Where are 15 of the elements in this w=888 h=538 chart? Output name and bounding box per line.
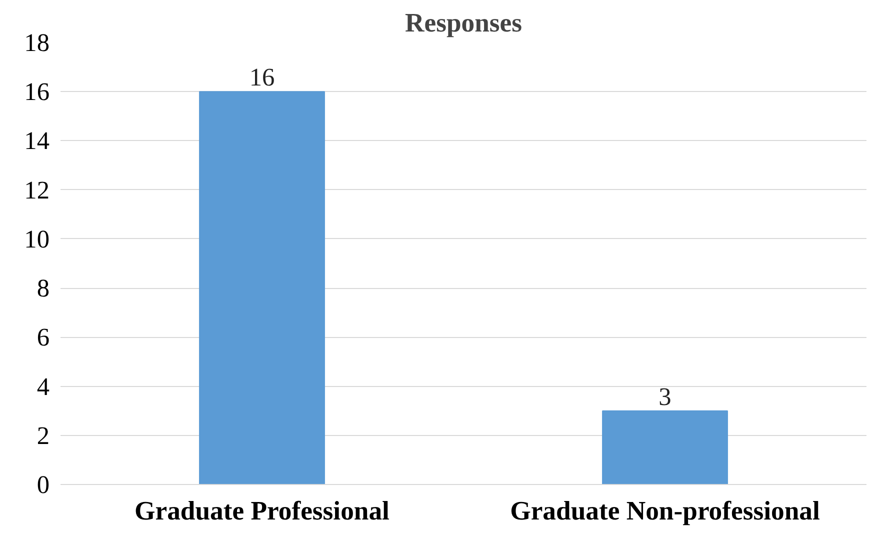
y-tick-label: 18 xyxy=(24,29,50,57)
y-tick-label: 12 xyxy=(24,176,50,204)
chart-title: Responses xyxy=(404,8,522,38)
y-tick-label: 16 xyxy=(24,78,50,106)
y-tick-label: 6 xyxy=(36,324,50,352)
y-tick-label: 2 xyxy=(36,422,50,450)
x-tick-label: Graduate Professional xyxy=(134,496,390,526)
y-tick-label: 14 xyxy=(24,127,50,156)
y-tick-label: 8 xyxy=(36,274,50,303)
y-tick-label: 0 xyxy=(36,471,50,499)
data-label: 16 xyxy=(249,64,275,92)
data-label: 3 xyxy=(658,382,672,411)
y-tick-label: 4 xyxy=(36,372,50,401)
x-tick-label: Graduate Non-professional xyxy=(510,496,820,526)
y-tick-label: 10 xyxy=(24,225,50,254)
